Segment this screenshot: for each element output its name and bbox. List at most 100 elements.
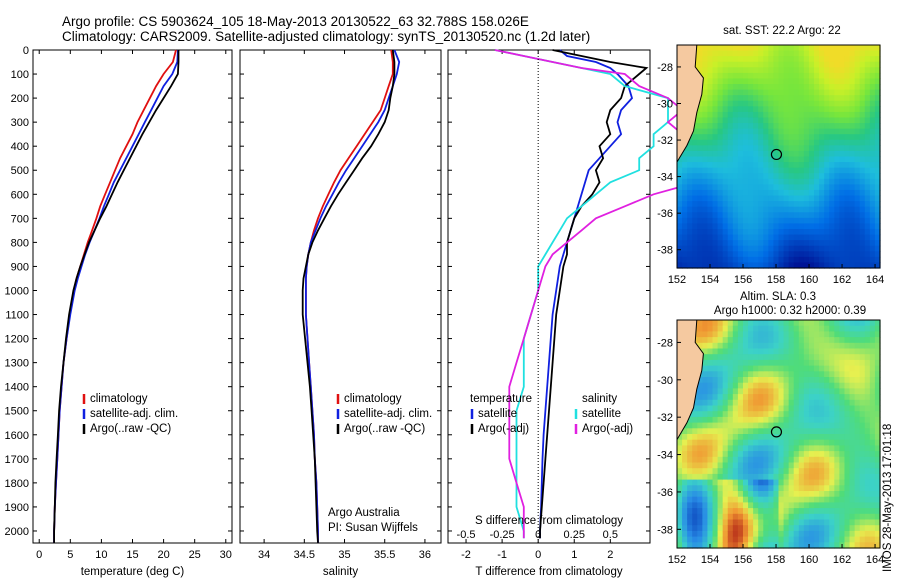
field-cell bbox=[798, 525, 805, 532]
field-cell bbox=[682, 212, 688, 219]
field-cell bbox=[717, 422, 724, 429]
field-cell bbox=[874, 106, 881, 113]
field-cell bbox=[788, 150, 795, 158]
field-cell bbox=[763, 245, 769, 252]
field-cell bbox=[819, 184, 825, 191]
field-cell bbox=[712, 382, 719, 389]
field-cell bbox=[788, 530, 795, 538]
field-cell bbox=[849, 184, 856, 191]
field-cell bbox=[722, 117, 729, 124]
field-cell bbox=[824, 434, 830, 441]
field-cell bbox=[869, 228, 876, 236]
field-cell bbox=[814, 394, 820, 401]
field-cell bbox=[824, 354, 830, 361]
field-cell bbox=[697, 228, 703, 236]
field-cell bbox=[849, 405, 856, 412]
field-cell bbox=[819, 178, 825, 185]
field-cell bbox=[702, 422, 709, 429]
field-cell bbox=[788, 337, 795, 344]
field-cell bbox=[742, 123, 749, 130]
field-cell bbox=[824, 72, 830, 80]
field-cell bbox=[712, 428, 719, 435]
field-cell bbox=[798, 508, 805, 515]
field-cell bbox=[712, 173, 719, 180]
field-cell bbox=[742, 195, 749, 202]
field-cell bbox=[829, 56, 835, 63]
field-cell bbox=[844, 456, 851, 464]
field-cell bbox=[768, 348, 775, 355]
field-cell bbox=[732, 365, 739, 372]
field-cell bbox=[722, 399, 729, 407]
field-cell bbox=[839, 195, 846, 202]
field-cell bbox=[869, 468, 876, 475]
field-cell bbox=[748, 139, 754, 146]
field-cell bbox=[859, 89, 866, 96]
field-cell bbox=[849, 228, 856, 236]
field-cell bbox=[712, 67, 719, 74]
field-cell bbox=[753, 84, 759, 91]
field-cell bbox=[814, 388, 820, 395]
field-cell bbox=[727, 468, 734, 475]
field-cell bbox=[707, 451, 714, 458]
field-cell bbox=[788, 173, 795, 180]
field-cell bbox=[814, 217, 820, 224]
field-cell bbox=[682, 223, 688, 230]
field-cell bbox=[717, 542, 724, 549]
field-cell bbox=[727, 525, 734, 532]
field-cell bbox=[778, 50, 785, 57]
field-cell bbox=[788, 405, 795, 412]
field-cell bbox=[682, 173, 688, 180]
field-cell bbox=[768, 491, 775, 498]
field-cell bbox=[742, 178, 749, 185]
field-cell bbox=[722, 162, 729, 169]
field-cell bbox=[824, 416, 830, 424]
field-cell bbox=[778, 542, 785, 549]
field-cell bbox=[697, 156, 703, 163]
field-cell bbox=[727, 411, 734, 418]
field-cell bbox=[783, 456, 790, 464]
field-cell bbox=[854, 359, 861, 367]
field-cell bbox=[819, 145, 825, 152]
field-cell bbox=[783, 128, 790, 135]
field-cell bbox=[829, 206, 835, 213]
field-cell bbox=[742, 189, 749, 197]
field-cell bbox=[788, 468, 795, 475]
field-cell bbox=[834, 530, 840, 538]
field-cell bbox=[783, 411, 790, 418]
field-cell bbox=[798, 134, 805, 141]
field-cell bbox=[773, 89, 780, 96]
field-cell bbox=[732, 173, 739, 180]
field-cell bbox=[849, 139, 856, 146]
field-cell bbox=[732, 405, 739, 412]
field-cell bbox=[692, 178, 698, 185]
field-cell bbox=[819, 78, 825, 85]
field-cell bbox=[758, 479, 764, 486]
field-cell bbox=[808, 491, 815, 498]
field-cell bbox=[859, 416, 866, 424]
field-cell bbox=[763, 354, 769, 361]
field-cell bbox=[727, 320, 734, 327]
field-cell bbox=[793, 542, 800, 549]
field-cell bbox=[839, 95, 846, 102]
field-cell bbox=[722, 473, 729, 481]
field-cell bbox=[788, 45, 795, 52]
field-cell bbox=[829, 337, 835, 344]
field-cell bbox=[814, 456, 820, 464]
field-cell bbox=[702, 411, 709, 418]
field-cell bbox=[869, 513, 876, 521]
field-cell bbox=[692, 150, 698, 158]
field-cell bbox=[758, 405, 764, 412]
field-cell bbox=[788, 479, 795, 486]
field-cell bbox=[707, 496, 714, 503]
field-cell bbox=[824, 365, 830, 372]
field-cell bbox=[697, 256, 703, 264]
series-line-3 bbox=[53, 50, 180, 543]
field-cell bbox=[773, 128, 780, 135]
field-cell bbox=[859, 513, 866, 521]
field-cell bbox=[808, 399, 815, 407]
field-cell bbox=[798, 382, 805, 389]
field-cell bbox=[742, 262, 749, 269]
field-cell bbox=[722, 416, 729, 424]
field-cell bbox=[834, 388, 840, 395]
field-cell bbox=[829, 184, 835, 191]
